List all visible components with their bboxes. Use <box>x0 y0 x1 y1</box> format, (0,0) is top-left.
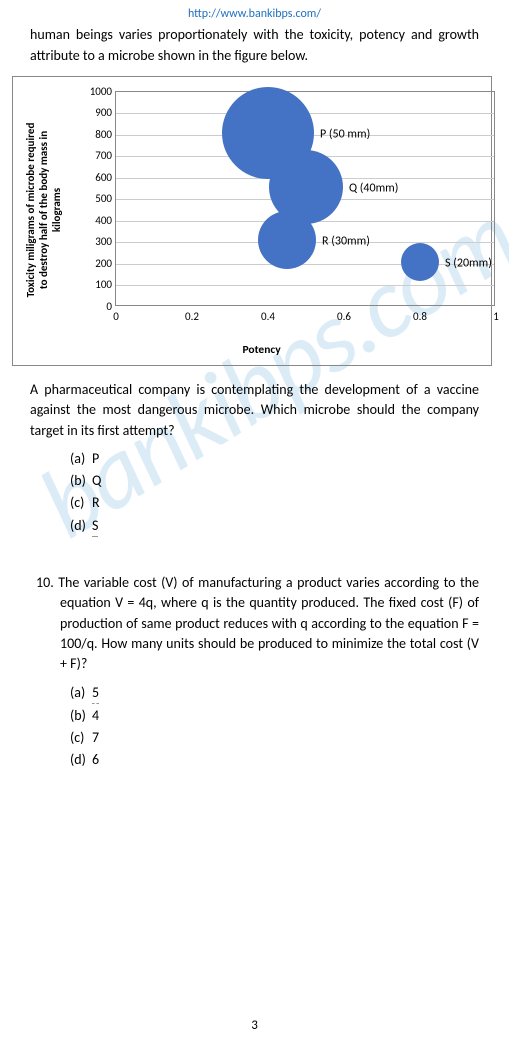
x-tick-label: 0 <box>113 309 119 325</box>
page-number: 3 <box>0 1017 509 1036</box>
x-axis-title: Potency <box>242 342 280 359</box>
bubble-label: R (30mm) <box>322 234 370 251</box>
x-tick-label: 1 <box>493 309 499 325</box>
x-tick-label: 0.2 <box>185 309 199 325</box>
bubble-label: P (50 mm) <box>320 126 370 143</box>
y-tick-label: 900 <box>82 106 112 122</box>
option-d: (d)6 <box>70 750 479 770</box>
option-d: (d)S <box>70 516 479 537</box>
y-tick-label: 100 <box>82 278 112 294</box>
question-10: 10. The variable cost (V) of manufacturi… <box>30 573 479 674</box>
opt-text: 6 <box>92 751 99 768</box>
y-tick-label: 600 <box>82 170 112 186</box>
bubble-label: S (20mm) <box>445 255 492 272</box>
y-tick-label: 800 <box>82 127 112 143</box>
option-b: (b)Q <box>70 471 479 491</box>
question-9-followup: A pharmaceutical company is contemplatin… <box>30 380 479 441</box>
intro-text: human beings varies proportionately with… <box>30 25 479 66</box>
y-tick-label: 300 <box>82 235 112 251</box>
gridline <box>116 285 494 286</box>
bubble-label: Q (40mm) <box>349 180 398 197</box>
opt-text: R <box>92 494 100 511</box>
bubble <box>401 243 439 281</box>
y-tick-label: 200 <box>82 256 112 272</box>
opt-text: 5 <box>92 684 99 701</box>
header-url: http://www.bankibps.com/ <box>30 0 479 25</box>
x-tick-label: 0.6 <box>337 309 351 325</box>
y-title-line: Toxicity miligrams of microbe required <box>24 123 37 298</box>
q10-options: (a)5 (b)4 (c)7 (d)6 <box>70 683 479 771</box>
option-a: (a)P <box>70 449 479 469</box>
bubble <box>258 211 316 269</box>
opt-text: Q <box>92 472 101 489</box>
q10-body: The variable cost (V) of manufacturing a… <box>58 574 479 672</box>
opt-text: P <box>92 450 99 467</box>
option-b: (b)4 <box>70 706 479 726</box>
y-tick-label: 400 <box>82 213 112 229</box>
opt-text: 4 <box>92 707 99 724</box>
y-tick-label: 0 <box>82 299 112 315</box>
y-title-line: to destroy half of the body mass in <box>37 131 50 289</box>
opt-text: 7 <box>92 729 99 746</box>
q9-options: (a)P (b)Q (c)R (d)S <box>70 449 479 537</box>
y-tick-label: 1000 <box>82 84 112 100</box>
plot-area: 0100200300400500600700800900100000.20.40… <box>115 91 495 306</box>
option-a: (a)5 <box>70 683 479 704</box>
option-c: (c)7 <box>70 728 479 748</box>
y-axis-title: Toxicity miligrams of microbe required t… <box>24 95 64 325</box>
x-tick-label: 0.8 <box>413 309 427 325</box>
option-c: (c)R <box>70 493 479 513</box>
q10-number: 10. <box>36 574 54 591</box>
opt-text: S <box>92 517 98 534</box>
bubble-chart: Toxicity miligrams of microbe required t… <box>12 76 492 366</box>
y-tick-label: 700 <box>82 149 112 165</box>
y-tick-label: 500 <box>82 192 112 208</box>
y-title-line: kilograms <box>51 188 64 232</box>
x-tick-label: 0.4 <box>261 309 275 325</box>
